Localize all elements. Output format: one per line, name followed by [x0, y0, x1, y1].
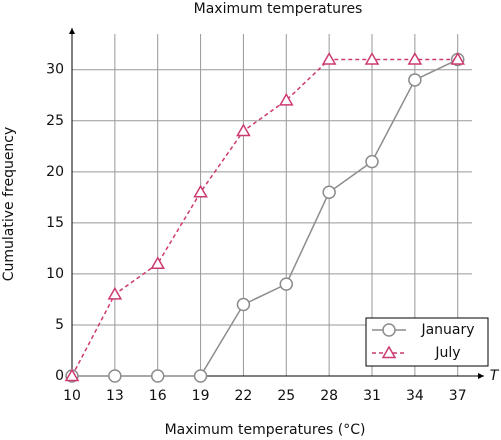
data-point [321, 52, 337, 65]
data-point [108, 369, 122, 383]
x-tick-label: 22 [235, 388, 253, 404]
series-line [72, 58, 459, 377]
data-point [236, 297, 251, 312]
x-tick-label: 25 [277, 388, 295, 404]
data-point [107, 286, 123, 300]
data-point [322, 185, 336, 199]
data-point [279, 277, 294, 291]
x-axis-symbol: T [490, 368, 500, 384]
y-tick-label: 0 [55, 368, 64, 384]
y-tick-label: 10 [46, 266, 64, 282]
data-point [150, 369, 165, 383]
x-tick-label: 13 [106, 388, 124, 404]
data-point [64, 368, 80, 382]
x-tick-label: 28 [320, 388, 338, 404]
x-tick-label: 10 [63, 388, 81, 404]
legend: January July [365, 317, 489, 367]
y-axis-arrow [69, 28, 75, 34]
data-point [236, 123, 251, 137]
legend-label: January [420, 322, 474, 338]
data-point [365, 154, 379, 169]
data-point [407, 52, 423, 65]
data-point [150, 256, 166, 269]
legend-marker [382, 323, 396, 337]
data-point [193, 369, 208, 383]
data-point [450, 52, 466, 65]
x-tick-label: 37 [449, 388, 467, 404]
y-tick-label: 25 [46, 113, 64, 129]
x-axis-arrow [478, 373, 484, 379]
x-tick-label: 19 [192, 388, 210, 404]
y-tick-label: 20 [46, 164, 64, 180]
legend-marker [381, 345, 397, 359]
y-tick-label: 15 [46, 215, 64, 231]
x-tick-label: 16 [149, 388, 167, 404]
data-point [364, 52, 380, 65]
data-point [278, 92, 294, 106]
y-axis-label: Cumulative frequency [1, 127, 17, 282]
x-axis-label: Maximum temperatures (°C) [165, 422, 366, 438]
x-tick-label: 34 [406, 388, 424, 404]
chart-title: Maximum temperatures [194, 1, 363, 17]
y-tick-label: 5 [55, 317, 64, 333]
data-point [408, 73, 422, 87]
data-point [193, 184, 208, 198]
legend-label: July [434, 345, 460, 361]
series-line [71, 58, 458, 377]
y-tick-label: 30 [46, 62, 64, 78]
x-tick-label: 31 [363, 388, 381, 404]
